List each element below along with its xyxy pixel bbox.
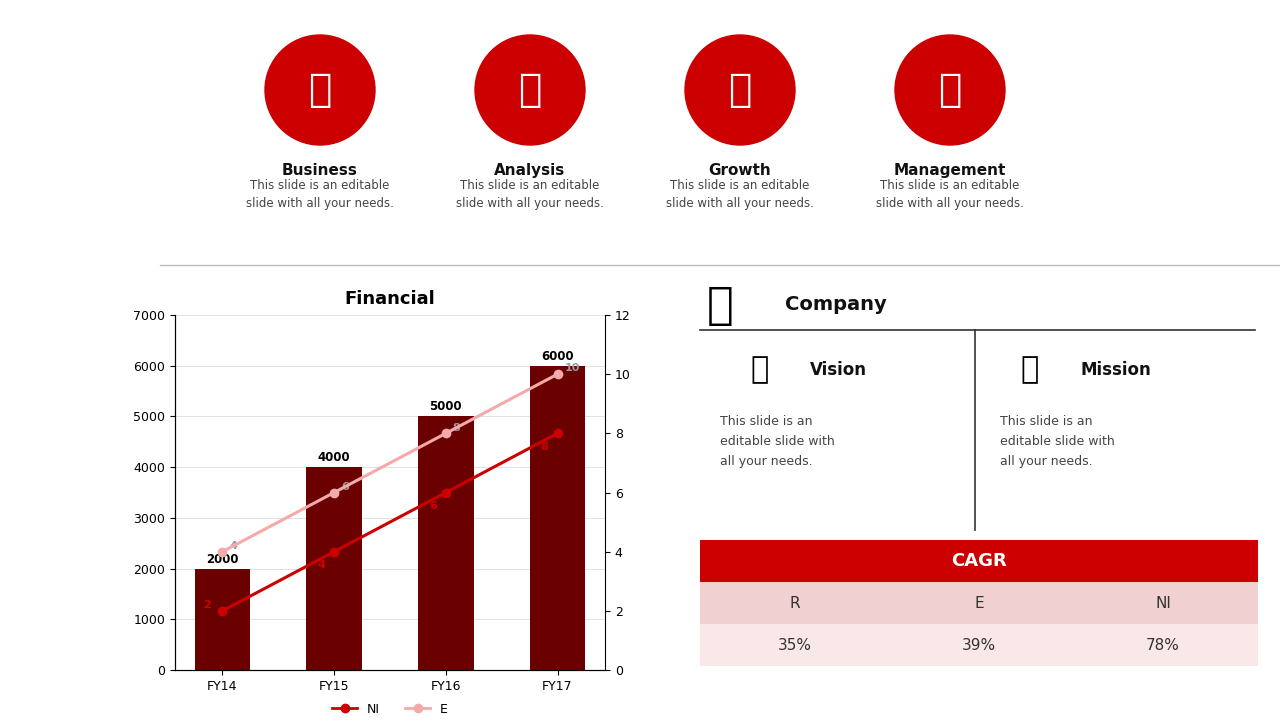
Text: 4: 4 bbox=[229, 541, 237, 551]
Text: 🔍: 🔍 bbox=[518, 71, 541, 109]
Text: Executive summary: Executive summary bbox=[47, 186, 74, 477]
Bar bbox=[195, 569, 251, 670]
Circle shape bbox=[265, 35, 375, 145]
Text: 2: 2 bbox=[204, 600, 211, 610]
Text: R: R bbox=[790, 595, 800, 611]
Text: 📈: 📈 bbox=[728, 71, 751, 109]
Text: 8: 8 bbox=[453, 423, 461, 433]
Circle shape bbox=[895, 35, 1005, 145]
Text: 🏙: 🏙 bbox=[707, 284, 733, 326]
Text: This slide is an
editable slide with
all your needs.: This slide is an editable slide with all… bbox=[719, 415, 835, 468]
Text: 🎯: 🎯 bbox=[1021, 356, 1039, 384]
Text: 4: 4 bbox=[317, 560, 325, 570]
Text: 35%: 35% bbox=[778, 637, 812, 652]
Text: Business: Business bbox=[282, 163, 358, 178]
Text: 6: 6 bbox=[340, 482, 349, 492]
Text: This slide is an editable
slide with all your needs.: This slide is an editable slide with all… bbox=[876, 179, 1024, 210]
Text: 4000: 4000 bbox=[317, 451, 351, 464]
Text: 8: 8 bbox=[541, 442, 549, 452]
Text: 🧳: 🧳 bbox=[308, 71, 332, 109]
Text: 6: 6 bbox=[429, 501, 436, 511]
Bar bbox=[530, 366, 585, 670]
Text: NI: NI bbox=[1156, 595, 1171, 611]
Text: 6000: 6000 bbox=[541, 350, 573, 363]
Text: Management: Management bbox=[893, 163, 1006, 178]
Text: 👁: 👁 bbox=[751, 356, 769, 384]
Text: 5000: 5000 bbox=[430, 400, 462, 413]
Text: Mission: Mission bbox=[1080, 361, 1151, 379]
Title: Financial: Financial bbox=[344, 290, 435, 308]
Text: 2000: 2000 bbox=[206, 552, 238, 565]
Bar bbox=[700, 624, 1258, 666]
Bar bbox=[700, 540, 1258, 582]
Text: Company: Company bbox=[785, 295, 887, 315]
Legend: NI, E: NI, E bbox=[328, 698, 453, 720]
Text: E: E bbox=[974, 595, 984, 611]
Bar bbox=[419, 416, 474, 670]
Bar bbox=[700, 582, 1258, 624]
Bar bbox=[306, 467, 362, 670]
Text: 🤝: 🤝 bbox=[938, 71, 961, 109]
Text: 10: 10 bbox=[564, 364, 580, 374]
Text: Vision: Vision bbox=[810, 361, 867, 379]
Text: template ppt: template ppt bbox=[99, 321, 125, 514]
Text: 78%: 78% bbox=[1146, 637, 1180, 652]
Text: This slide is an editable
slide with all your needs.: This slide is an editable slide with all… bbox=[246, 179, 394, 210]
Circle shape bbox=[475, 35, 585, 145]
Text: Analysis: Analysis bbox=[494, 163, 566, 178]
Text: This slide is an editable
slide with all your needs.: This slide is an editable slide with all… bbox=[666, 179, 814, 210]
Circle shape bbox=[685, 35, 795, 145]
Text: This slide is an editable
slide with all your needs.: This slide is an editable slide with all… bbox=[456, 179, 604, 210]
Text: CAGR: CAGR bbox=[951, 552, 1007, 570]
Text: 39%: 39% bbox=[963, 637, 996, 652]
Text: This slide is an
editable slide with
all your needs.: This slide is an editable slide with all… bbox=[1000, 415, 1115, 468]
Text: Growth: Growth bbox=[709, 163, 772, 178]
